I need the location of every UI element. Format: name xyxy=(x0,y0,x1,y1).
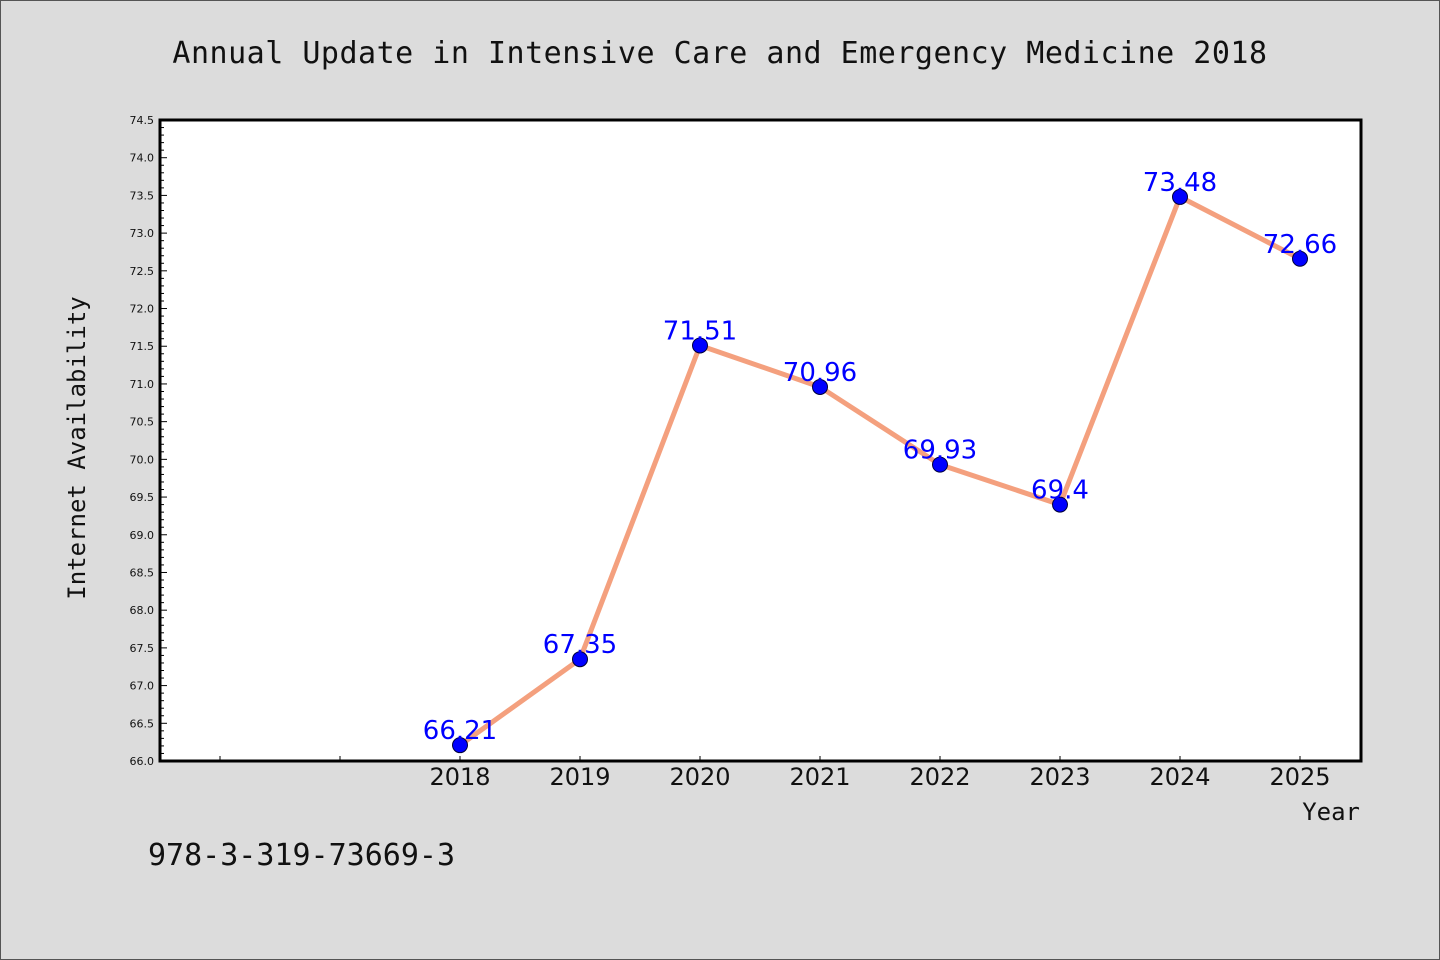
y-tick-label: 69.0 xyxy=(130,529,155,542)
x-tick-label: 2018 xyxy=(429,763,490,791)
chart-title: Annual Update in Intensive Care and Emer… xyxy=(172,36,1267,71)
plot-area xyxy=(158,118,1363,763)
y-tick-label: 70.0 xyxy=(130,453,155,466)
data-point-marker xyxy=(1172,188,1188,205)
data-point-marker xyxy=(812,378,828,395)
y-tick-label: 72.5 xyxy=(130,265,155,278)
data-label: 69.4 xyxy=(1031,476,1089,506)
y-tick-label: 73.5 xyxy=(130,189,155,202)
y-tick-label: 67.5 xyxy=(130,642,155,655)
x-tick-label: 2020 xyxy=(669,763,730,791)
x-tick-label: 2022 xyxy=(909,763,970,791)
data-point-marker xyxy=(932,456,948,473)
y-tick-label: 74.0 xyxy=(130,152,155,165)
data-label: 70.96 xyxy=(783,358,857,388)
x-tick-label: 2021 xyxy=(789,763,850,791)
y-axis-label: Internet Availability xyxy=(63,296,91,599)
series-internet-availability: 66.21 67.35 71.51 70.96 69.93 69.4 73.48 72.66 xyxy=(423,168,1337,754)
x-axis-label: Year xyxy=(1302,798,1360,826)
y-tick-label: 71.0 xyxy=(130,378,155,391)
y-axis: 66.0 66.5 67.0 67.5 68.0 68.5 69.0 69.5 70.0 70.5… xyxy=(130,114,167,768)
x-tick-label: 2019 xyxy=(549,763,610,791)
data-point-marker xyxy=(692,337,708,354)
data-label: 71.51 xyxy=(663,316,737,346)
x-tick-label: 2023 xyxy=(1029,763,1090,791)
y-tick-label: 68.0 xyxy=(130,604,155,617)
y-tick-label: 66.5 xyxy=(130,717,155,730)
y-tick-label: 71.5 xyxy=(130,340,155,353)
data-label: 72.66 xyxy=(1263,230,1337,260)
data-point-marker xyxy=(452,737,468,754)
data-point-marker xyxy=(1052,496,1068,513)
data-label: 69.93 xyxy=(903,436,977,466)
y-tick-label: 74.5 xyxy=(130,114,155,127)
y-tick-label: 68.5 xyxy=(130,566,155,579)
series-line xyxy=(457,193,1303,748)
isbn-text: 978-3-319-73669-3 xyxy=(148,838,455,873)
x-tick-label: 2025 xyxy=(1269,763,1330,791)
y-tick-label: 69.5 xyxy=(130,491,155,504)
y-tick-label: 72.0 xyxy=(130,303,155,316)
y-tick-label: 66.0 xyxy=(130,755,155,768)
data-label: 67.35 xyxy=(543,630,617,660)
y-tick-label: 67.0 xyxy=(130,680,155,693)
x-tick-label: 2024 xyxy=(1149,763,1210,791)
data-point-marker xyxy=(572,651,588,668)
data-label: 73.48 xyxy=(1143,168,1217,198)
data-point-marker xyxy=(1292,250,1308,267)
data-label: 66.21 xyxy=(423,716,497,746)
x-axis: 2018 2019 2020 2021 2022 2023 2024 2025 xyxy=(219,756,1331,791)
y-tick-label: 73.0 xyxy=(130,227,155,240)
y-tick-label: 70.5 xyxy=(130,416,155,429)
